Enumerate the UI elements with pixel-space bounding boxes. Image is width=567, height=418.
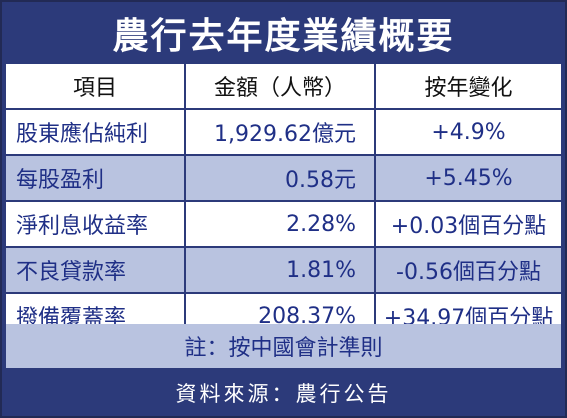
row-change: +5.45% — [376, 156, 561, 202]
header-change: 按年變化 — [376, 64, 561, 110]
row-item: 不良貸款率 — [6, 248, 186, 294]
header-row: 項目 金額（人幣） 按年變化 — [6, 64, 561, 110]
table-title: 農行去年度業績概要 — [2, 2, 565, 64]
table-row: 股東應佔純利 1,929.62億元 +4.9% — [6, 110, 561, 156]
table-row: 每股盈利 0.58元 +5.45% — [6, 156, 561, 202]
table-row: 不良貸款率 1.81% -0.56個百分點 — [6, 248, 561, 294]
row-item: 股東應佔純利 — [6, 110, 186, 156]
row-amount: 2.28% — [186, 202, 376, 248]
row-amount: 1,929.62億元 — [186, 110, 376, 156]
footnote: 註：按中國會計準則 — [6, 324, 561, 370]
row-item: 每股盈利 — [6, 156, 186, 202]
data-table: 項目 金額（人幣） 按年變化 股東應佔純利 1,929.62億元 +4.9% 每… — [6, 64, 561, 340]
row-change: -0.56個百分點 — [376, 248, 561, 294]
row-change: +0.03個百分點 — [376, 202, 561, 248]
row-amount: 1.81% — [186, 248, 376, 294]
row-item: 淨利息收益率 — [6, 202, 186, 248]
table-row: 淨利息收益率 2.28% +0.03個百分點 — [6, 202, 561, 248]
row-amount: 0.58元 — [186, 156, 376, 202]
header-amount: 金額（人幣） — [186, 64, 376, 110]
source-credit: 資料來源：農行公告 — [2, 370, 565, 416]
header-item: 項目 — [6, 64, 186, 110]
row-change: +4.9% — [376, 110, 561, 156]
